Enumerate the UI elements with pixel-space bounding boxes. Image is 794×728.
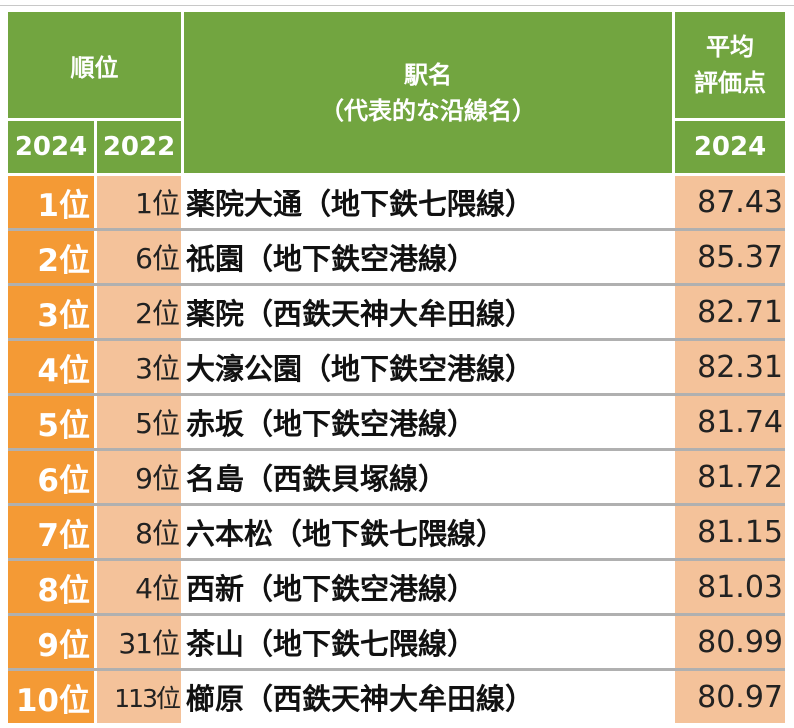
header-score: 平均 評価点	[675, 12, 785, 118]
table-row: 4位 3位 大濠公園（地下鉄空港線） 82.31	[8, 341, 785, 396]
rank-cell: 2位	[8, 231, 94, 283]
header-year-previous: 2022	[97, 121, 181, 173]
header-station: 駅名 （代表的な沿線名）	[184, 12, 672, 173]
row-divider	[8, 283, 785, 286]
table-row: 9位 31位 茶山（地下鉄七隈線） 80.99	[8, 616, 785, 671]
score-cell: 85.37	[675, 231, 785, 283]
table-row: 6位 9位 名島（西鉄貝塚線） 81.72	[8, 451, 785, 506]
row-divider	[8, 448, 785, 451]
table-row: 10位 113位 櫛原（西鉄天神大牟田線） 80.97	[8, 671, 785, 723]
score-cell: 87.43	[675, 176, 785, 228]
previous-rank-cell: 31位	[97, 616, 181, 668]
rank-cell: 10位	[8, 671, 94, 723]
previous-rank-cell: 1位	[97, 176, 181, 228]
row-divider	[8, 503, 785, 506]
score-cell: 81.15	[675, 506, 785, 558]
header-station-line1: 駅名	[404, 60, 452, 89]
rank-cell: 6位	[8, 451, 94, 503]
row-divider	[8, 668, 785, 671]
ranking-table: 順位 2024 2022 駅名 （代表的な沿線名） 平均 評価点 2024 1位…	[8, 12, 785, 723]
row-divider	[8, 228, 785, 231]
station-cell: 赤坂（地下鉄空港線）	[184, 396, 672, 448]
row-divider	[8, 338, 785, 341]
previous-rank-cell: 2位	[97, 286, 181, 338]
rank-cell: 9位	[8, 616, 94, 668]
previous-rank-cell: 113位	[97, 671, 181, 723]
table-row: 8位 4位 西新（地下鉄空港線） 81.03	[8, 561, 785, 616]
station-cell: 西新（地下鉄空港線）	[184, 561, 672, 613]
row-divider	[8, 393, 785, 396]
station-cell: 櫛原（西鉄天神大牟田線）	[184, 671, 672, 723]
table-row: 3位 2位 薬院（西鉄天神大牟田線） 82.71	[8, 286, 785, 341]
table-row: 5位 5位 赤坂（地下鉄空港線） 81.74	[8, 396, 785, 451]
table-row: 1位 1位 薬院大通（地下鉄七隈線） 87.43	[8, 176, 785, 231]
table-row: 7位 8位 六本松（地下鉄七隈線） 81.15	[8, 506, 785, 561]
rank-cell: 8位	[8, 561, 94, 613]
station-cell: 祇園（地下鉄空港線）	[184, 231, 672, 283]
station-cell: 薬院（西鉄天神大牟田線）	[184, 286, 672, 338]
header-score-line2: 評価点	[694, 69, 766, 97]
station-cell: 茶山（地下鉄七隈線）	[184, 616, 672, 668]
score-cell: 80.99	[675, 616, 785, 668]
header-score-line1: 平均	[706, 33, 754, 61]
row-divider	[8, 613, 785, 616]
station-cell: 薬院大通（地下鉄七隈線）	[184, 176, 672, 228]
row-divider	[8, 558, 785, 561]
header-score-year: 2024	[675, 121, 785, 173]
header-station-line2: （代表的な沿線名）	[320, 96, 536, 125]
station-cell: 六本松（地下鉄七隈線）	[184, 506, 672, 558]
station-cell: 大濠公園（地下鉄空港線）	[184, 341, 672, 393]
score-cell: 82.71	[675, 286, 785, 338]
rank-cell: 3位	[8, 286, 94, 338]
rank-cell: 1位	[8, 176, 94, 228]
score-cell: 80.97	[675, 671, 785, 723]
station-cell: 名島（西鉄貝塚線）	[184, 451, 672, 503]
rank-cell: 4位	[8, 341, 94, 393]
score-cell: 81.72	[675, 451, 785, 503]
top-divider	[0, 5, 794, 6]
rank-cell: 7位	[8, 506, 94, 558]
header-score-year-label: 2024	[693, 132, 767, 162]
previous-rank-cell: 3位	[97, 341, 181, 393]
header-year-current-label: 2024	[14, 132, 88, 162]
previous-rank-cell: 6位	[97, 231, 181, 283]
score-cell: 82.31	[675, 341, 785, 393]
previous-rank-cell: 5位	[97, 396, 181, 448]
previous-rank-cell: 9位	[97, 451, 181, 503]
rank-cell: 5位	[8, 396, 94, 448]
score-cell: 81.74	[675, 396, 785, 448]
previous-rank-cell: 8位	[97, 506, 181, 558]
header-year-current: 2024	[8, 121, 94, 173]
header-year-previous-label: 2022	[102, 132, 176, 162]
header-rank-group: 順位	[8, 12, 181, 118]
score-cell: 81.03	[675, 561, 785, 613]
table-row: 2位 6位 祇園（地下鉄空港線） 85.37	[8, 231, 785, 286]
previous-rank-cell: 4位	[97, 561, 181, 613]
header-rank-group-label: 順位	[70, 53, 119, 82]
